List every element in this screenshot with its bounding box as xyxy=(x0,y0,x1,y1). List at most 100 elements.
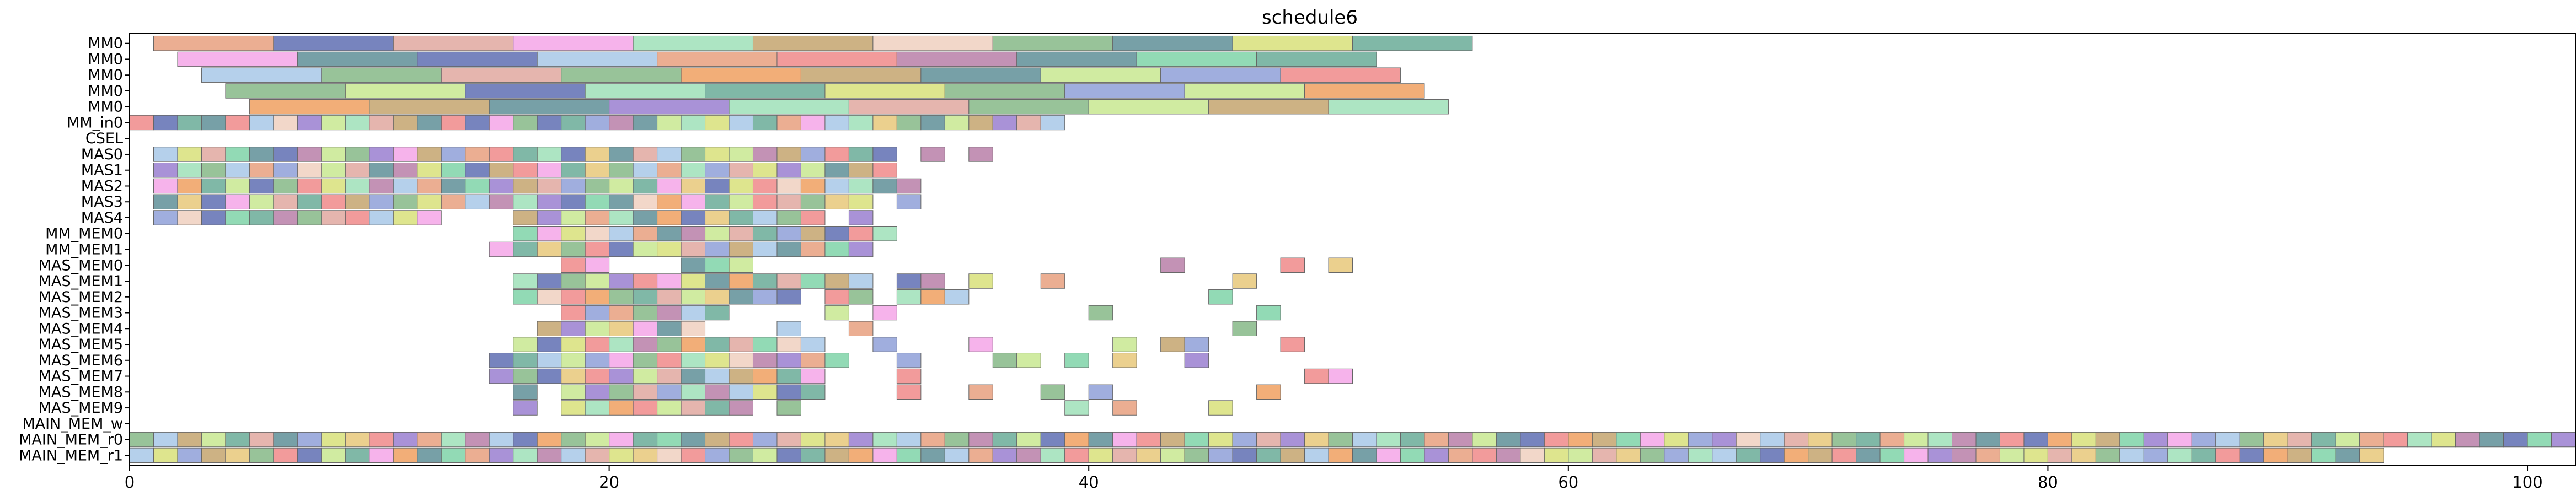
task-bar xyxy=(1808,432,1833,448)
task-bar xyxy=(609,99,730,115)
task-bar xyxy=(920,67,1041,83)
x-tick-label: 0 xyxy=(125,473,135,492)
y-tick-label: MAS_MEM8 xyxy=(39,384,123,401)
task-bar xyxy=(1256,448,1281,463)
task-bar xyxy=(585,448,610,463)
task-bar xyxy=(1088,99,1209,115)
task-bar xyxy=(752,194,778,209)
task-bar xyxy=(1520,432,1545,448)
task-bar xyxy=(633,226,658,241)
task-bar xyxy=(441,448,466,463)
task-bar xyxy=(177,448,202,463)
task-bar xyxy=(681,384,706,400)
task-bar xyxy=(345,178,370,194)
task-bar xyxy=(872,147,897,162)
task-bar xyxy=(776,321,801,336)
task-bar xyxy=(872,115,897,131)
task-bar xyxy=(345,83,466,99)
task-bar xyxy=(465,163,490,178)
task-bar xyxy=(800,353,826,368)
task-bar xyxy=(800,115,826,131)
task-bar xyxy=(2167,432,2192,448)
task-bar xyxy=(681,321,706,336)
task-bar xyxy=(729,241,753,257)
task-bar xyxy=(1952,432,1977,448)
task-bar xyxy=(585,353,610,368)
task-bar xyxy=(513,241,538,257)
task-bar xyxy=(633,273,658,289)
task-bar xyxy=(944,289,970,305)
task-bar xyxy=(776,241,801,257)
task-bar xyxy=(633,289,658,305)
task-bar xyxy=(729,289,753,305)
task-bar xyxy=(417,163,442,178)
task-bar xyxy=(848,163,874,178)
task-bar xyxy=(776,194,801,209)
y-tick-label: MAS4 xyxy=(81,209,123,227)
task-bar xyxy=(848,194,874,209)
y-tick-label: MAS_MEM9 xyxy=(39,400,123,417)
task-bar xyxy=(705,178,730,194)
task-bar xyxy=(441,67,562,83)
task-bar xyxy=(585,83,706,99)
task-bar xyxy=(729,178,753,194)
task-bar xyxy=(1352,448,1377,463)
task-bar xyxy=(657,273,682,289)
task-bar xyxy=(441,432,466,448)
task-bar xyxy=(2095,432,2120,448)
task-bar xyxy=(896,384,922,400)
task-bar xyxy=(681,305,706,321)
task-bar xyxy=(369,115,394,131)
task-bar xyxy=(1664,448,1689,463)
task-bar xyxy=(153,35,274,51)
task-bar xyxy=(657,321,682,336)
task-bar xyxy=(225,147,250,162)
task-bar xyxy=(153,194,178,209)
task-bar xyxy=(1424,448,1449,463)
task-bar xyxy=(2119,448,2144,463)
task-bar xyxy=(1568,432,1593,448)
task-bar xyxy=(1232,448,1257,463)
task-bar xyxy=(800,241,826,257)
task-bar xyxy=(1808,448,1833,463)
task-bar xyxy=(2287,448,2312,463)
task-bar xyxy=(681,115,706,131)
task-bar xyxy=(369,194,394,209)
task-bar xyxy=(681,147,706,162)
task-bar xyxy=(752,241,778,257)
task-bar xyxy=(776,51,897,67)
task-bar xyxy=(681,163,706,178)
task-bar xyxy=(2263,432,2288,448)
y-tick-label: MM_MEM0 xyxy=(45,225,123,242)
task-bar xyxy=(249,99,370,115)
y-tick-label: MAS_MEM6 xyxy=(39,352,123,369)
task-bar xyxy=(633,194,658,209)
task-bar xyxy=(657,226,682,241)
task-bars xyxy=(129,35,2576,463)
task-bar xyxy=(321,194,346,209)
task-bar xyxy=(752,178,778,194)
task-bar xyxy=(537,147,562,162)
task-bar xyxy=(1064,83,1185,99)
task-bar xyxy=(800,178,826,194)
task-bar xyxy=(561,400,586,416)
task-bar xyxy=(1688,448,1713,463)
task-bar xyxy=(345,115,370,131)
task-bar xyxy=(1064,432,1089,448)
task-bar xyxy=(513,353,538,368)
task-bar xyxy=(705,163,730,178)
task-bar xyxy=(417,178,442,194)
task-bar xyxy=(729,163,753,178)
task-bar xyxy=(489,147,514,162)
y-tick-label: MAIN_MEM_w xyxy=(22,416,123,433)
task-bar xyxy=(201,178,226,194)
task-bar xyxy=(177,432,202,448)
task-bar xyxy=(824,163,849,178)
task-bar xyxy=(705,147,730,162)
y-tick-label: MM0 xyxy=(88,83,123,100)
task-bar xyxy=(1736,448,1761,463)
task-bar xyxy=(537,432,562,448)
task-bar xyxy=(1112,432,1137,448)
task-bar xyxy=(537,210,562,225)
task-bar xyxy=(177,163,202,178)
